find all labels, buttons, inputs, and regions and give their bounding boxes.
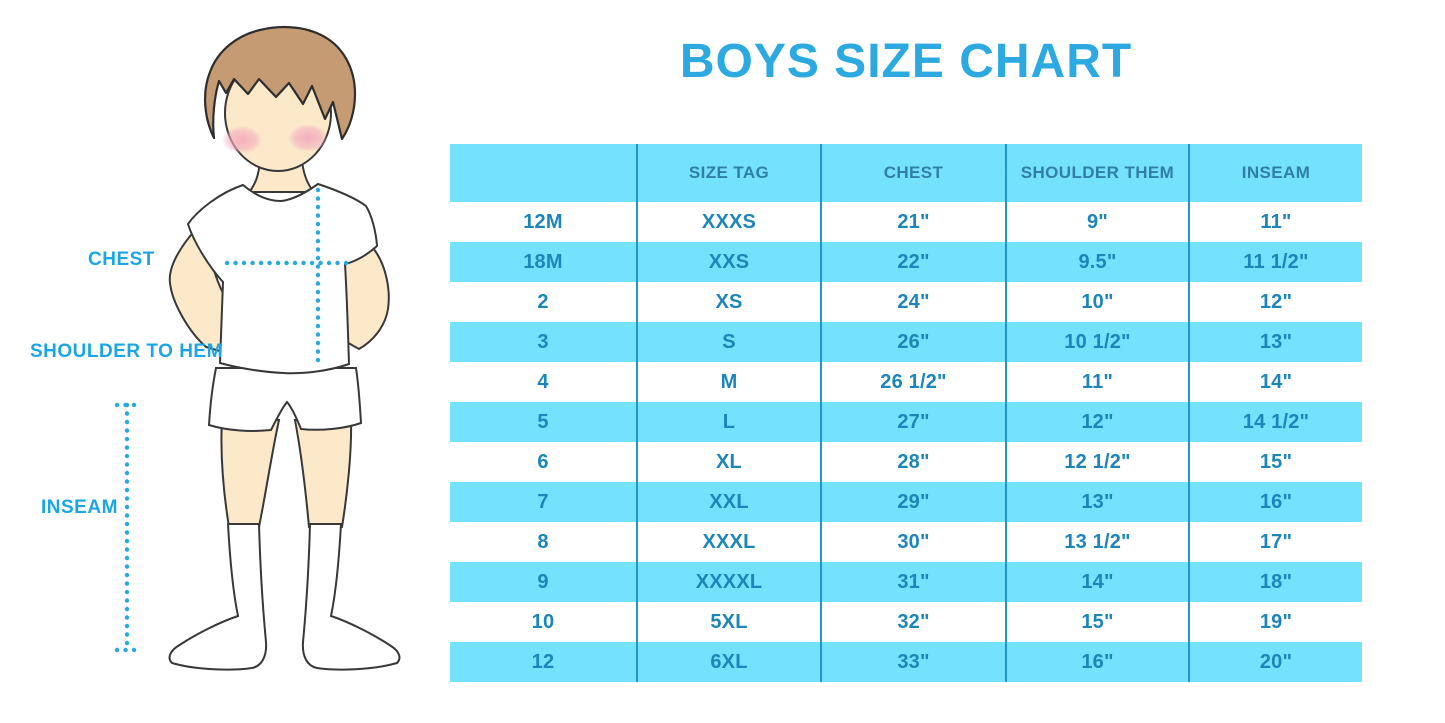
table-cell: 20": [1188, 642, 1362, 682]
table-cell: XXXXL: [636, 562, 820, 602]
table-cell: 10 1/2": [1005, 322, 1188, 362]
table-cell: 22": [820, 242, 1005, 282]
left-cheek: [222, 126, 262, 154]
table-cell: 24": [820, 282, 1005, 322]
size-table-body: 12M XXXS 21" 9" 11" 18M XXS 22" 9.5" 11 1/2" 2 XS 24…: [450, 202, 1362, 682]
hair: [203, 25, 357, 141]
shorts: [207, 367, 363, 432]
table-cell: XXL: [636, 482, 820, 522]
table-cell: 31": [820, 562, 1005, 602]
table-cell: 13": [1005, 482, 1188, 522]
table-cell: XXXL: [636, 522, 820, 562]
table-cell: 26": [820, 322, 1005, 362]
table-cell: 6: [537, 451, 549, 473]
table-cell: 13": [1188, 322, 1362, 362]
table-cell: 26 1/2": [820, 362, 1005, 402]
header-cell-size-tag: SIZE TAG: [636, 144, 820, 202]
table-cell: 8: [537, 531, 549, 553]
table-cell: 16": [1005, 642, 1188, 682]
t-shirt: [186, 182, 379, 375]
table-cell: 30": [820, 522, 1005, 562]
shoulder-to-hem-label: SHOULDER TO HEM: [30, 341, 223, 362]
table-row: 2 XS 24" 10" 12": [450, 282, 1362, 322]
table-row: 3 S 26" 10 1/2" 13": [450, 322, 1362, 362]
table-cell: 21": [820, 202, 1005, 242]
table-cell: 33": [820, 642, 1005, 682]
table-row: 9 XXXXL 31" 14" 18": [450, 562, 1362, 602]
table-cell: 27": [820, 402, 1005, 442]
table-cell: 13 1/2": [1005, 522, 1188, 562]
table-cell: XS: [636, 282, 820, 322]
table-cell: 10: [531, 611, 555, 633]
header-cell-shoulder: SHOULDER THEM: [1005, 144, 1188, 202]
table-cell: 32": [820, 602, 1005, 642]
table-cell: 9": [1005, 202, 1188, 242]
table-cell: XXS: [636, 242, 820, 282]
table-row: 7 XXL 29" 13" 16": [450, 482, 1362, 522]
table-cell: 18M: [523, 251, 563, 273]
table-cell: 16": [1188, 482, 1362, 522]
table-cell: XL: [636, 442, 820, 482]
table-cell: 11": [1005, 362, 1188, 402]
table-row: 6 XL 28" 12 1/2" 15": [450, 442, 1362, 482]
table-cell: 12M: [523, 211, 563, 233]
table-row: 10 5XL 32" 15" 19": [450, 602, 1362, 642]
table-cell: 2: [537, 291, 549, 313]
table-cell: 11": [1188, 202, 1362, 242]
table-cell: 6XL: [636, 642, 820, 682]
right-leg: [293, 416, 353, 528]
left-leg: [220, 416, 281, 528]
table-cell: 3: [537, 331, 549, 353]
size-table: SIZE TAG CHEST SHOULDER THEM INSEAM 12M X…: [450, 144, 1362, 682]
boy-illustration: [114, 25, 401, 671]
table-header-row: SIZE TAG CHEST SHOULDER THEM INSEAM: [450, 144, 1362, 202]
header-cell-inseam: INSEAM: [1188, 144, 1362, 202]
table-cell: 5XL: [636, 602, 820, 642]
table-cell: 14": [1005, 562, 1188, 602]
right-sock: [301, 523, 401, 671]
table-cell: 7: [537, 491, 549, 513]
table-cell: 15": [1188, 442, 1362, 482]
table-cell: M: [636, 362, 820, 402]
table-cell: XXXS: [636, 202, 820, 242]
table-cell: 15": [1005, 602, 1188, 642]
table-cell: 12: [531, 651, 555, 673]
chest-label: CHEST: [88, 249, 155, 270]
table-cell: S: [636, 322, 820, 362]
table-cell: 18": [1188, 562, 1362, 602]
inseam-label: INSEAM: [41, 497, 118, 518]
right-cheek: [288, 124, 328, 152]
table-cell: 12 1/2": [1005, 442, 1188, 482]
table-row: 12M XXXS 21" 9" 11": [450, 202, 1362, 242]
table-cell: 5: [537, 411, 549, 433]
table-row: 12 6XL 33" 16" 20": [450, 642, 1362, 682]
table-row: 8 XXXL 30" 13 1/2" 17": [450, 522, 1362, 562]
page-title: BOYS SIZE CHART: [679, 35, 1133, 88]
table-cell: 11 1/2": [1188, 242, 1362, 282]
table-cell: 14 1/2": [1188, 402, 1362, 442]
table-row: 5 L 27" 12" 14 1/2": [450, 402, 1362, 442]
table-cell: L: [636, 402, 820, 442]
header-cell-chest: CHEST: [820, 144, 1005, 202]
table-cell: 9.5": [1005, 242, 1188, 282]
table-cell: 28": [820, 442, 1005, 482]
table-cell: 19": [1188, 602, 1362, 642]
table-cell: 4: [537, 371, 549, 393]
table-cell: 14": [1188, 362, 1362, 402]
header-cell-size: [450, 144, 636, 202]
left-sock: [168, 523, 268, 671]
table-cell: 17": [1188, 522, 1362, 562]
table-row: 4 M 26 1/2" 11" 14": [450, 362, 1362, 402]
table-row: 18M XXS 22" 9.5" 11 1/2": [450, 242, 1362, 282]
table-cell: 10": [1005, 282, 1188, 322]
table-cell: 12": [1005, 402, 1188, 442]
table-cell: 12": [1188, 282, 1362, 322]
table-cell: 29": [820, 482, 1005, 522]
table-cell: 9: [537, 571, 549, 593]
